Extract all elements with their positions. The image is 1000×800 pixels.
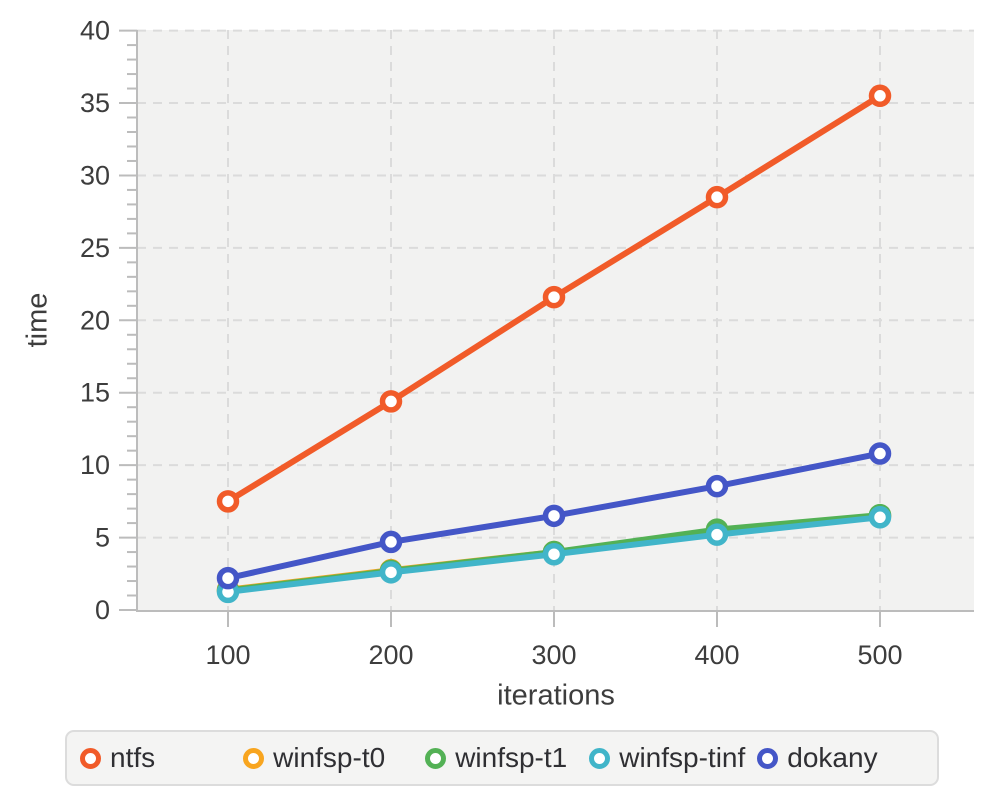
legend-label: winfsp-tinf — [619, 742, 746, 773]
x-axis-title: iterations — [497, 679, 615, 712]
legend-marker-icon — [757, 747, 779, 769]
legend-item-winfsp-t0: winfsp-t0 — [243, 742, 385, 774]
y-tick-label: 30 — [80, 160, 110, 190]
data-point-dokany — [868, 442, 892, 465]
data-point-winfsp-tinf — [542, 542, 566, 566]
legend-label: ntfs — [110, 742, 156, 773]
data-point-dokany — [216, 566, 240, 590]
legend: ntfs winfsp-t0 winfsp-t1 winfsp-tinf dokany — [65, 730, 939, 786]
legend-item-winfsp-tinf: winfsp-tinf — [589, 742, 745, 774]
data-point-ntfs — [216, 490, 240, 513]
data-point-ntfs — [542, 285, 566, 309]
legend-marker-icon — [589, 747, 611, 769]
data-point-dokany — [379, 530, 403, 554]
y-axis-title: time — [21, 292, 54, 348]
legend-label: dokany — [787, 742, 878, 773]
legend-item-winfsp-t1: winfsp-t1 — [425, 742, 567, 774]
data-point-winfsp-tinf — [868, 506, 892, 529]
legend-item-dokany: dokany — [757, 742, 878, 774]
legend-marker-icon — [425, 747, 447, 769]
x-tick-label: 200 — [368, 640, 413, 670]
data-point-dokany — [542, 504, 566, 528]
legend-label: winfsp-t0 — [273, 742, 386, 773]
data-point-dokany — [705, 474, 729, 498]
x-tick-label: 100 — [205, 640, 250, 670]
legend-marker-icon — [80, 747, 101, 769]
legend-marker-icon — [243, 747, 265, 769]
data-point-winfsp-tinf — [705, 523, 729, 546]
y-tick-label: 25 — [80, 233, 110, 263]
data-point-ntfs — [705, 185, 729, 209]
y-tick-label: 35 — [80, 88, 110, 118]
y-tick-label: 0 — [95, 595, 110, 625]
chart-canvas: 0 5 10 15 20 25 30 35 40 100 200 300 400 500 — [80, 16, 974, 670]
x-tick-label: 400 — [694, 640, 739, 670]
legend-item-ntfs: ntfs — [80, 742, 155, 774]
x-tick-label: 300 — [531, 640, 576, 670]
y-tick-label: 5 — [95, 523, 110, 553]
y-tick-label: 20 — [80, 305, 110, 335]
y-tick-label: 15 — [80, 378, 110, 408]
data-point-ntfs — [868, 84, 892, 108]
legend-label: winfsp-t1 — [455, 742, 568, 773]
data-point-winfsp-tinf — [379, 561, 403, 584]
x-tick-label: 500 — [857, 640, 902, 670]
y-tick-label: 10 — [80, 450, 110, 480]
y-tick-label: 40 — [80, 16, 110, 46]
data-point-ntfs — [379, 390, 403, 413]
